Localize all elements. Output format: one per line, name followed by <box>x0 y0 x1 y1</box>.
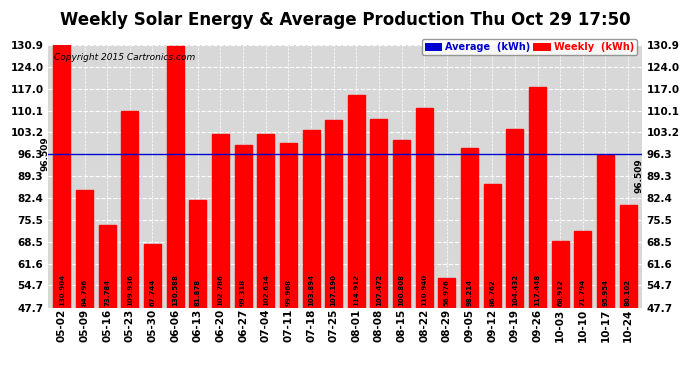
Text: 103.894: 103.894 <box>308 274 314 306</box>
Bar <box>53 45 70 308</box>
Bar <box>393 140 410 308</box>
Bar <box>597 155 614 308</box>
Bar <box>529 87 546 308</box>
Text: 95.954: 95.954 <box>602 279 609 306</box>
Bar <box>167 46 184 308</box>
Bar <box>620 205 637 308</box>
Bar <box>235 145 252 308</box>
Bar <box>416 108 433 308</box>
Text: 86.762: 86.762 <box>489 279 495 306</box>
Bar <box>144 244 161 308</box>
Bar <box>212 134 229 308</box>
Text: 71.794: 71.794 <box>580 279 586 306</box>
Bar <box>257 134 274 308</box>
Legend: Average  (kWh), Weekly  (kWh): Average (kWh), Weekly (kWh) <box>422 39 637 55</box>
Text: 80.102: 80.102 <box>625 279 631 306</box>
Bar <box>189 200 206 308</box>
Bar <box>121 111 138 308</box>
Text: 130.904: 130.904 <box>59 274 65 306</box>
Bar <box>325 120 342 308</box>
Bar <box>280 142 297 308</box>
Text: 81.878: 81.878 <box>195 279 201 306</box>
Text: 73.784: 73.784 <box>104 279 110 306</box>
Text: 67.744: 67.744 <box>150 279 155 306</box>
Bar <box>302 130 319 308</box>
Text: 102.634: 102.634 <box>263 274 268 306</box>
Bar <box>574 231 591 308</box>
Text: 84.796: 84.796 <box>81 279 88 306</box>
Bar <box>371 119 388 308</box>
Text: 130.588: 130.588 <box>172 274 178 306</box>
Text: 107.472: 107.472 <box>376 274 382 306</box>
Bar <box>348 96 365 308</box>
Bar <box>438 278 455 308</box>
Text: 102.786: 102.786 <box>217 274 224 306</box>
Bar <box>76 190 93 308</box>
Bar <box>99 225 116 308</box>
Text: 56.976: 56.976 <box>444 279 450 306</box>
Bar <box>506 129 523 308</box>
Text: Weekly Solar Energy & Average Production Thu Oct 29 17:50: Weekly Solar Energy & Average Production… <box>60 11 630 29</box>
Text: 117.448: 117.448 <box>535 274 540 306</box>
Text: 96.509: 96.509 <box>41 136 50 171</box>
Bar <box>552 241 569 308</box>
Text: 104.432: 104.432 <box>512 274 518 306</box>
Text: Copyright 2015 Cartronics.com: Copyright 2015 Cartronics.com <box>55 53 195 62</box>
Text: 100.808: 100.808 <box>399 274 404 306</box>
Text: 68.912: 68.912 <box>557 279 563 306</box>
Text: 107.190: 107.190 <box>331 274 337 306</box>
Text: 114.912: 114.912 <box>353 274 359 306</box>
Text: 109.936: 109.936 <box>127 274 133 306</box>
Text: 110.940: 110.940 <box>422 274 427 306</box>
Text: 99.968: 99.968 <box>286 279 291 306</box>
Bar <box>461 148 478 308</box>
Text: 99.318: 99.318 <box>240 279 246 306</box>
Bar <box>484 184 501 308</box>
Text: 96.509: 96.509 <box>635 158 644 193</box>
Text: 98.214: 98.214 <box>466 279 473 306</box>
